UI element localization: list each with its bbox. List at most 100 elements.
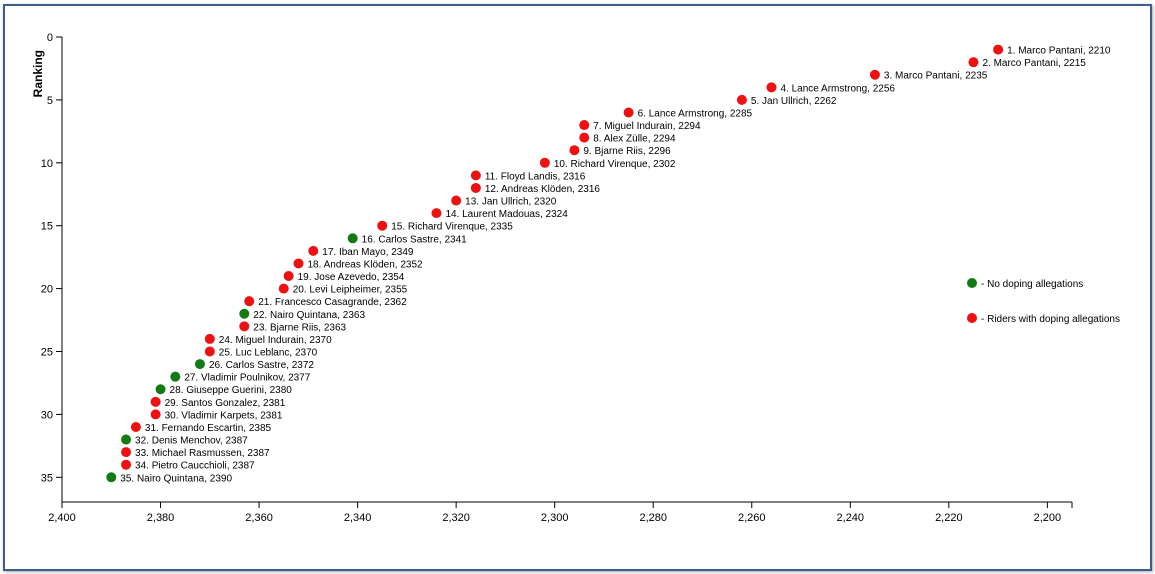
data-point-5[interactable] bbox=[736, 94, 747, 105]
data-label-23: 23. Bjarne Riis, 2363 bbox=[253, 322, 346, 333]
data-label-26: 26. Carlos Sastre, 2372 bbox=[209, 360, 314, 371]
data-point-31[interactable] bbox=[130, 421, 141, 432]
legend: - No doping allegations - Riders with dop… bbox=[967, 278, 1120, 325]
data-label-11: 11. Floyd Landis, 2316 bbox=[485, 171, 586, 182]
data-label-5: 5. Jan Ullrich, 2262 bbox=[751, 96, 837, 107]
data-point-13[interactable] bbox=[451, 195, 462, 206]
y-tick-label: 0 bbox=[47, 32, 53, 44]
x-tick-label: 2,300 bbox=[541, 512, 569, 524]
data-label-35: 35. Nairo Quintana, 2390 bbox=[120, 473, 232, 484]
data-label-9: 9. Bjarne Riis, 2296 bbox=[583, 146, 671, 157]
data-label-14: 14. Laurent Madouas, 2324 bbox=[445, 209, 568, 220]
data-point-12[interactable] bbox=[470, 182, 481, 193]
data-label-16: 16. Carlos Sastre, 2341 bbox=[362, 234, 467, 245]
data-label-6: 6. Lance Armstrong, 2285 bbox=[638, 108, 753, 119]
data-point-20[interactable] bbox=[278, 283, 289, 294]
x-tick-label: 2,260 bbox=[738, 512, 766, 524]
y-tick-label: 30 bbox=[41, 409, 53, 421]
legend-label-clean: - No doping allegations bbox=[981, 279, 1083, 290]
data-label-19: 19. Jose Azevedo, 2354 bbox=[298, 272, 405, 283]
data-label-21: 21. Francesco Casagrande, 2362 bbox=[258, 297, 407, 308]
y-tick-label: 10 bbox=[41, 158, 53, 170]
legend-marker-clean bbox=[967, 278, 977, 288]
data-label-28: 28. Giuseppe Guerini, 2380 bbox=[170, 385, 293, 396]
x-tick-label: 2,320 bbox=[442, 512, 470, 524]
x-tick-label: 2,240 bbox=[837, 512, 865, 524]
data-point-9[interactable] bbox=[569, 145, 580, 156]
data-label-25: 25. Luc Leblanc, 2370 bbox=[219, 348, 318, 359]
y-axis-title: Ranking bbox=[31, 50, 45, 97]
scatter-chart: 0 5 10 15 20 25 30 35 2,400 2,380 2,360 2,340 2,320… bbox=[31, 32, 1120, 524]
legend-marker-doping bbox=[967, 313, 977, 323]
data-point-11[interactable] bbox=[470, 170, 481, 181]
data-label-2: 2. Marco Pantani, 2215 bbox=[982, 58, 1086, 69]
y-axis: 0 5 10 15 20 25 30 35 bbox=[41, 32, 63, 502]
data-point-14[interactable] bbox=[431, 208, 442, 219]
x-tick-label: 2,380 bbox=[147, 512, 175, 524]
data-point-22[interactable] bbox=[239, 308, 250, 319]
data-label-18: 18. Andreas Klöden, 2352 bbox=[307, 259, 423, 270]
data-point-4[interactable] bbox=[766, 82, 777, 93]
x-tick-label: 2,220 bbox=[935, 512, 963, 524]
x-tick-label: 2,280 bbox=[639, 512, 667, 524]
data-point-25[interactable] bbox=[204, 346, 215, 357]
y-tick-label: 5 bbox=[47, 95, 53, 107]
y-tick-label: 25 bbox=[41, 347, 53, 359]
x-tick-label: 2,340 bbox=[344, 512, 372, 524]
data-label-13: 13. Jan Ullrich, 2320 bbox=[465, 197, 557, 208]
data-point-16[interactable] bbox=[347, 233, 358, 244]
y-tick-label: 15 bbox=[41, 221, 53, 233]
data-label-20: 20. Levi Leipheimer, 2355 bbox=[293, 285, 408, 296]
data-point-23[interactable] bbox=[239, 321, 250, 332]
data-label-29: 29. Santos Gonzalez, 2381 bbox=[165, 398, 286, 409]
chart-frame: 0 5 10 15 20 25 30 35 2,400 2,380 2,360 2,340 2,320… bbox=[3, 4, 1152, 571]
data-label-15: 15. Richard Virenque, 2335 bbox=[391, 222, 513, 233]
data-point-19[interactable] bbox=[283, 271, 294, 282]
data-point-27[interactable] bbox=[170, 371, 181, 382]
data-point-8[interactable] bbox=[579, 132, 590, 143]
data-point-18[interactable] bbox=[293, 258, 304, 269]
data-label-12: 12. Andreas Klöden, 2316 bbox=[485, 184, 601, 195]
data-point-7[interactable] bbox=[579, 120, 590, 131]
y-tick-label: 20 bbox=[41, 284, 53, 296]
y-tick-label: 35 bbox=[41, 472, 53, 484]
data-point-26[interactable] bbox=[194, 359, 205, 370]
x-tick-label: 2,200 bbox=[1034, 512, 1062, 524]
x-tick-label: 2,360 bbox=[245, 512, 273, 524]
data-point-15[interactable] bbox=[377, 220, 388, 231]
data-label-33: 33. Michael Rasmussen, 2387 bbox=[135, 448, 270, 459]
x-tick-label: 2,400 bbox=[48, 512, 76, 524]
data-point-24[interactable] bbox=[204, 333, 215, 344]
data-label-7: 7. Miguel Indurain, 2294 bbox=[593, 121, 701, 132]
data-label-22: 22. Nairo Quintana, 2363 bbox=[253, 310, 365, 321]
data-point-3[interactable] bbox=[869, 69, 880, 80]
data-point-29[interactable] bbox=[150, 396, 161, 407]
data-label-24: 24. Miguel Indurain, 2370 bbox=[219, 335, 332, 346]
data-label-4: 4. Lance Armstrong, 2256 bbox=[780, 83, 895, 94]
x-axis: 2,400 2,380 2,360 2,340 2,320 2,300 2,280 2,260… bbox=[48, 501, 1073, 524]
data-label-3: 3. Marco Pantani, 2235 bbox=[884, 71, 988, 82]
data-point-34[interactable] bbox=[121, 459, 132, 470]
data-label-8: 8. Alex Zülle, 2294 bbox=[593, 134, 676, 145]
data-point-17[interactable] bbox=[308, 245, 319, 256]
data-point-6[interactable] bbox=[623, 107, 634, 118]
data-label-30: 30. Vladimir Karpets, 2381 bbox=[165, 410, 283, 421]
data-point-1[interactable] bbox=[993, 44, 1004, 55]
legend-label-doping: - Riders with doping allegations bbox=[981, 314, 1120, 325]
data-label-31: 31. Fernando Escartin, 2385 bbox=[145, 423, 272, 434]
data-point-32[interactable] bbox=[121, 434, 132, 445]
data-label-10: 10. Richard Virenque, 2302 bbox=[554, 159, 676, 170]
data-label-32: 32. Denis Menchov, 2387 bbox=[135, 436, 248, 447]
data-point-10[interactable] bbox=[539, 157, 550, 168]
data-point-21[interactable] bbox=[244, 296, 255, 307]
data-point-33[interactable] bbox=[121, 447, 132, 458]
data-label-34: 34. Pietro Caucchioli, 2387 bbox=[135, 461, 255, 472]
data-point-30[interactable] bbox=[150, 409, 161, 420]
data-label-1: 1. Marco Pantani, 2210 bbox=[1007, 46, 1111, 57]
data-point-28[interactable] bbox=[155, 384, 166, 395]
data-point-35[interactable] bbox=[106, 472, 117, 483]
data-point-2[interactable] bbox=[968, 57, 979, 68]
data-label-17: 17. Iban Mayo, 2349 bbox=[322, 247, 414, 258]
data-label-27: 27. Vladimir Poulnikov, 2377 bbox=[184, 373, 310, 384]
